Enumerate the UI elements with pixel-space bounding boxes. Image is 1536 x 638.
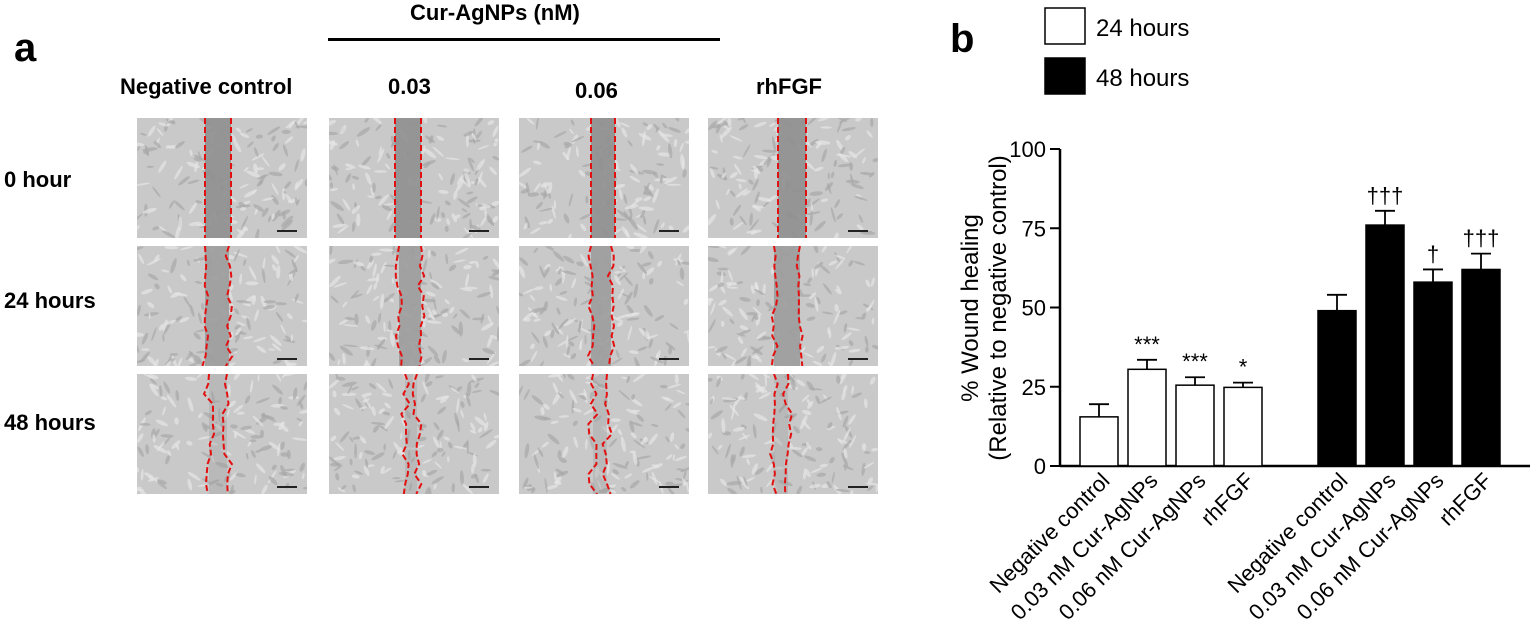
x-tick-label-0-3: rhFGF — [1196, 468, 1259, 531]
column-header-0-03: 0.03 — [388, 74, 431, 99]
significance-1-3: ††† — [1463, 226, 1500, 251]
micrograph-r2-c0 — [137, 374, 307, 494]
micrograph-r1-c1 — [329, 246, 499, 366]
bar-48h-3 — [1461, 268, 1501, 467]
bar-48h-1 — [1365, 224, 1405, 467]
bar-24h-1 — [1127, 368, 1167, 467]
micrograph-r2-c2 — [519, 374, 689, 494]
micrograph-r0-c2 — [519, 118, 689, 238]
significance-0-1: *** — [1134, 332, 1160, 357]
micrograph-r1-c3 — [708, 246, 878, 366]
significance-1-2: † — [1427, 241, 1439, 266]
column-header-negative-control: Negative control — [120, 74, 293, 99]
y-tick-label-75: 75 — [1022, 216, 1046, 241]
micrograph-r0-c0 — [137, 118, 307, 238]
panel-b-letter: b — [950, 17, 974, 61]
y-tick-label-25: 25 — [1022, 375, 1046, 400]
micrograph-r0-c1 — [329, 118, 499, 238]
column-header-0-06: 0.06 — [575, 78, 618, 103]
y-tick-label-100: 100 — [1009, 137, 1046, 162]
y-tick-label-50: 50 — [1022, 296, 1046, 321]
concentration-group-header: Cur-AgNPs (nM) — [410, 0, 580, 25]
y-axis-label-secondary: (Relative to negative control) — [985, 155, 1012, 460]
group-header-rule — [328, 38, 720, 41]
legend-swatch-0 — [1044, 7, 1086, 45]
panel-a-letter: a — [14, 26, 37, 70]
significance-1-1: ††† — [1367, 183, 1404, 208]
y-axis-label: % Wound healing — [957, 214, 984, 402]
legend-swatch-1 — [1044, 57, 1086, 95]
bar-24h-2 — [1175, 384, 1215, 467]
row-label-48-hours: 48 hours — [4, 410, 96, 435]
significance-0-2: *** — [1182, 349, 1208, 374]
row-label-0-hour: 0 hour — [4, 167, 72, 192]
column-header-rhfgf: rhFGF — [756, 74, 822, 99]
bar-48h-0 — [1317, 309, 1357, 467]
bar-24h-0 — [1079, 416, 1119, 467]
legend-label-0: 24 hours — [1096, 15, 1189, 42]
bar-48h-2 — [1413, 281, 1453, 467]
legend-label-1: 48 hours — [1096, 65, 1189, 92]
micrograph-r2-c1 — [329, 374, 499, 494]
micrograph-r0-c3 — [708, 118, 878, 238]
y-tick-label-0: 0 — [1034, 454, 1046, 479]
x-tick-label-1-3: rhFGF — [1434, 468, 1497, 531]
row-label-24-hours: 24 hours — [4, 288, 96, 313]
micrograph-r2-c3 — [708, 374, 878, 494]
bar-24h-3 — [1223, 386, 1263, 467]
micrograph-r1-c0 — [137, 246, 307, 366]
significance-0-3: * — [1239, 355, 1248, 380]
micrograph-r1-c2 — [519, 246, 689, 366]
wound-healing-bar-chart: b 24 hours 48 hours 0 25 50 75 100 % Wound heali… — [950, 7, 1530, 625]
